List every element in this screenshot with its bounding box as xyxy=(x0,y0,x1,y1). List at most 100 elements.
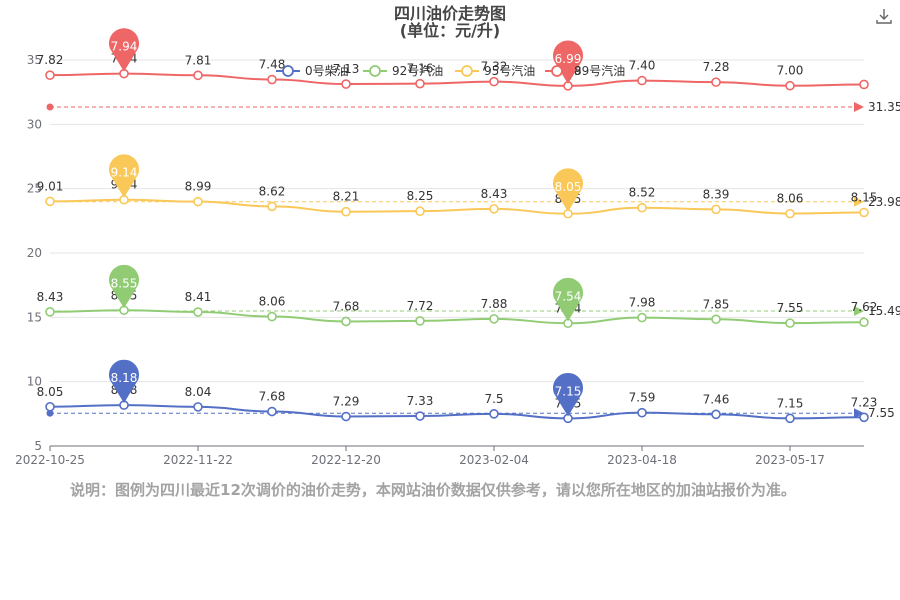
y-tick-label: 25 xyxy=(27,182,42,196)
min-marker-label: 7.54 xyxy=(555,289,582,303)
min-marker-label: 7.15 xyxy=(555,384,582,398)
data-label: 7.15 xyxy=(777,396,804,410)
max-marker-pin xyxy=(109,264,139,309)
min-marker-pin xyxy=(553,277,583,322)
y-tick-label: 30 xyxy=(27,117,42,131)
data-label: 7.55 xyxy=(777,301,804,315)
download-icon[interactable] xyxy=(874,6,894,26)
average-line-start xyxy=(46,409,54,417)
data-point[interactable] xyxy=(711,204,721,215)
data-point[interactable] xyxy=(267,201,277,212)
min-marker-pin xyxy=(553,372,583,417)
data-point[interactable] xyxy=(341,411,351,422)
data-point[interactable] xyxy=(415,78,425,89)
data-point[interactable] xyxy=(45,307,55,317)
legend-marker[interactable] xyxy=(282,65,294,77)
average-line-start xyxy=(46,103,54,111)
data-point[interactable] xyxy=(45,70,55,80)
data-label: 7.62 xyxy=(851,300,878,314)
data-point[interactable] xyxy=(267,74,277,85)
data-point[interactable] xyxy=(785,208,795,219)
data-point[interactable] xyxy=(859,207,869,218)
data-point[interactable] xyxy=(489,314,499,324)
data-point[interactable] xyxy=(341,79,351,89)
data-label: 7.59 xyxy=(629,391,656,405)
data-point[interactable] xyxy=(859,412,869,423)
data-label: 8.41 xyxy=(185,290,212,304)
data-label: 8.99 xyxy=(185,180,212,194)
data-label: 7.98 xyxy=(629,296,656,310)
data-point[interactable] xyxy=(711,409,721,420)
chart-title: 四川油价走势图 xyxy=(393,4,506,23)
data-point[interactable] xyxy=(859,79,869,90)
data-point[interactable] xyxy=(267,406,277,417)
data-label: 8.05 xyxy=(37,385,64,399)
max-marker-label: 9.14 xyxy=(111,166,138,180)
data-point[interactable] xyxy=(489,204,499,214)
data-point[interactable] xyxy=(193,196,203,207)
data-point[interactable] xyxy=(637,75,647,86)
average-line-label: 31.35 xyxy=(868,100,900,114)
data-point[interactable] xyxy=(193,307,203,317)
data-point[interactable] xyxy=(489,409,499,419)
data-label: 8.62 xyxy=(259,184,286,198)
data-point[interactable] xyxy=(415,316,425,326)
data-point[interactable] xyxy=(193,402,203,412)
min-marker-label: 8.05 xyxy=(555,180,582,194)
min-marker-pin xyxy=(553,40,583,84)
data-label: 8.06 xyxy=(777,192,804,206)
y-tick-label: 5 xyxy=(34,439,42,453)
data-point[interactable] xyxy=(45,196,55,207)
data-label: 8.15 xyxy=(851,190,878,204)
data-point[interactable] xyxy=(637,407,647,418)
data-label: 8.39 xyxy=(703,187,730,201)
data-point[interactable] xyxy=(785,80,795,91)
data-label: 8.43 xyxy=(37,290,64,304)
x-tick-label: 2023-04-18 xyxy=(607,453,677,467)
data-point[interactable] xyxy=(415,206,425,216)
data-label: 8.43 xyxy=(481,187,508,201)
data-label: 7.81 xyxy=(185,53,212,67)
data-label: 7.68 xyxy=(333,299,360,313)
data-point[interactable] xyxy=(341,316,351,327)
data-point[interactable] xyxy=(193,70,203,81)
data-label: 7.29 xyxy=(333,395,360,409)
max-marker-pin xyxy=(109,28,139,72)
data-point[interactable] xyxy=(267,311,277,322)
max-marker-pin xyxy=(109,359,139,404)
max-marker-label: 7.94 xyxy=(111,40,138,54)
average-line-label: 15.49 xyxy=(868,304,900,318)
data-label: 7.82 xyxy=(37,53,64,67)
y-tick-label: 35 xyxy=(27,53,42,67)
data-label: 7.00 xyxy=(777,64,804,78)
data-point[interactable] xyxy=(45,401,55,412)
max-marker-label: 8.18 xyxy=(111,371,138,385)
data-point[interactable] xyxy=(711,314,721,325)
average-line-arrow xyxy=(854,196,864,207)
data-point[interactable] xyxy=(637,202,647,213)
data-point[interactable] xyxy=(489,76,499,87)
x-tick-label: 2023-02-04 xyxy=(459,453,529,467)
legend-marker[interactable] xyxy=(369,65,381,77)
legend-marker[interactable] xyxy=(551,65,563,77)
average-line-label: 23.98 xyxy=(868,195,900,209)
data-label: 7.88 xyxy=(481,297,508,311)
max-marker-label: 8.55 xyxy=(111,276,138,290)
data-point[interactable] xyxy=(341,206,351,217)
data-point[interactable] xyxy=(637,312,647,323)
data-point[interactable] xyxy=(415,411,425,421)
y-tick-label: 10 xyxy=(27,375,42,389)
chart-subtitle: (单位：元/升) xyxy=(399,21,501,40)
data-point[interactable] xyxy=(785,318,795,328)
legend-marker[interactable] xyxy=(461,65,473,77)
min-marker-label: 6.99 xyxy=(555,52,582,66)
data-point[interactable] xyxy=(785,413,795,424)
data-point[interactable] xyxy=(859,317,869,328)
max-marker-pin xyxy=(109,154,139,198)
legend-label: 89号汽油 xyxy=(574,63,625,78)
x-tick-label: 2023-05-17 xyxy=(755,453,825,467)
data-label: 7.72 xyxy=(407,299,434,313)
data-label: 7.48 xyxy=(259,58,286,72)
data-point[interactable] xyxy=(711,77,721,87)
data-label: 7.46 xyxy=(703,392,730,406)
